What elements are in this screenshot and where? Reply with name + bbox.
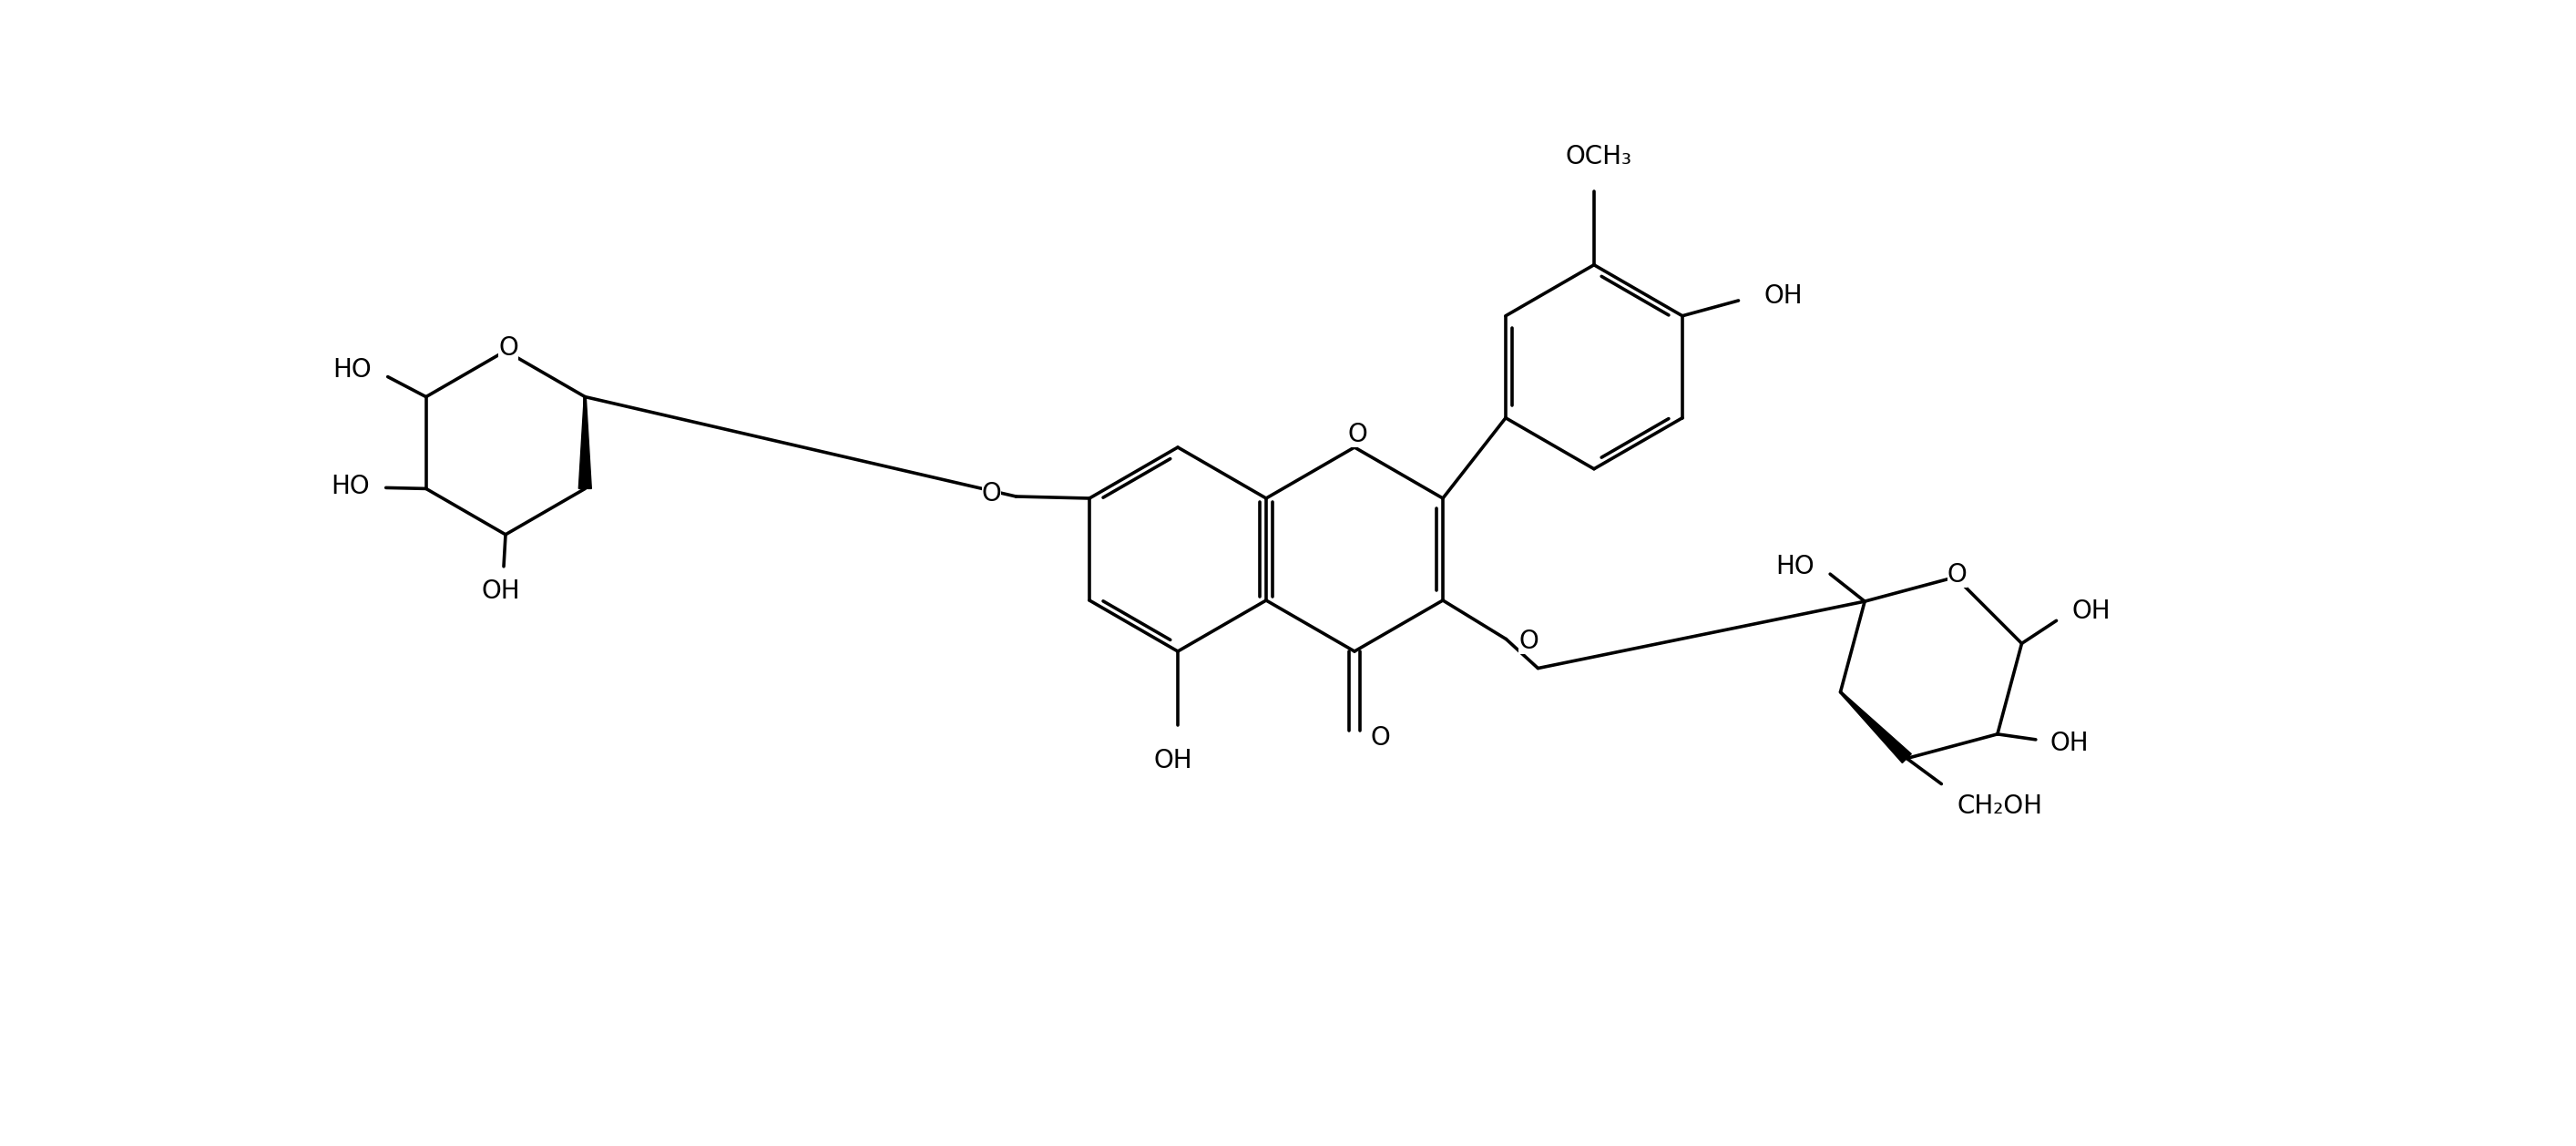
- Text: O: O: [1347, 422, 1368, 447]
- Text: O: O: [981, 481, 1002, 507]
- Text: OH: OH: [482, 579, 520, 604]
- Text: OH: OH: [2071, 599, 2110, 625]
- Text: OCH₃: OCH₃: [1566, 144, 1631, 170]
- Text: O: O: [1947, 563, 1968, 588]
- Text: O: O: [1520, 628, 1538, 653]
- Text: HO: HO: [332, 356, 371, 383]
- Text: OH: OH: [1154, 747, 1193, 774]
- Text: O: O: [497, 336, 518, 361]
- Text: O: O: [1370, 725, 1391, 751]
- Polygon shape: [580, 397, 592, 488]
- Text: CH₂OH: CH₂OH: [1958, 793, 2043, 818]
- Text: OH: OH: [2050, 730, 2089, 756]
- Text: OH: OH: [1765, 283, 1803, 308]
- Text: HO: HO: [330, 474, 368, 500]
- Polygon shape: [1839, 691, 1911, 763]
- Text: HO: HO: [1775, 554, 1814, 580]
